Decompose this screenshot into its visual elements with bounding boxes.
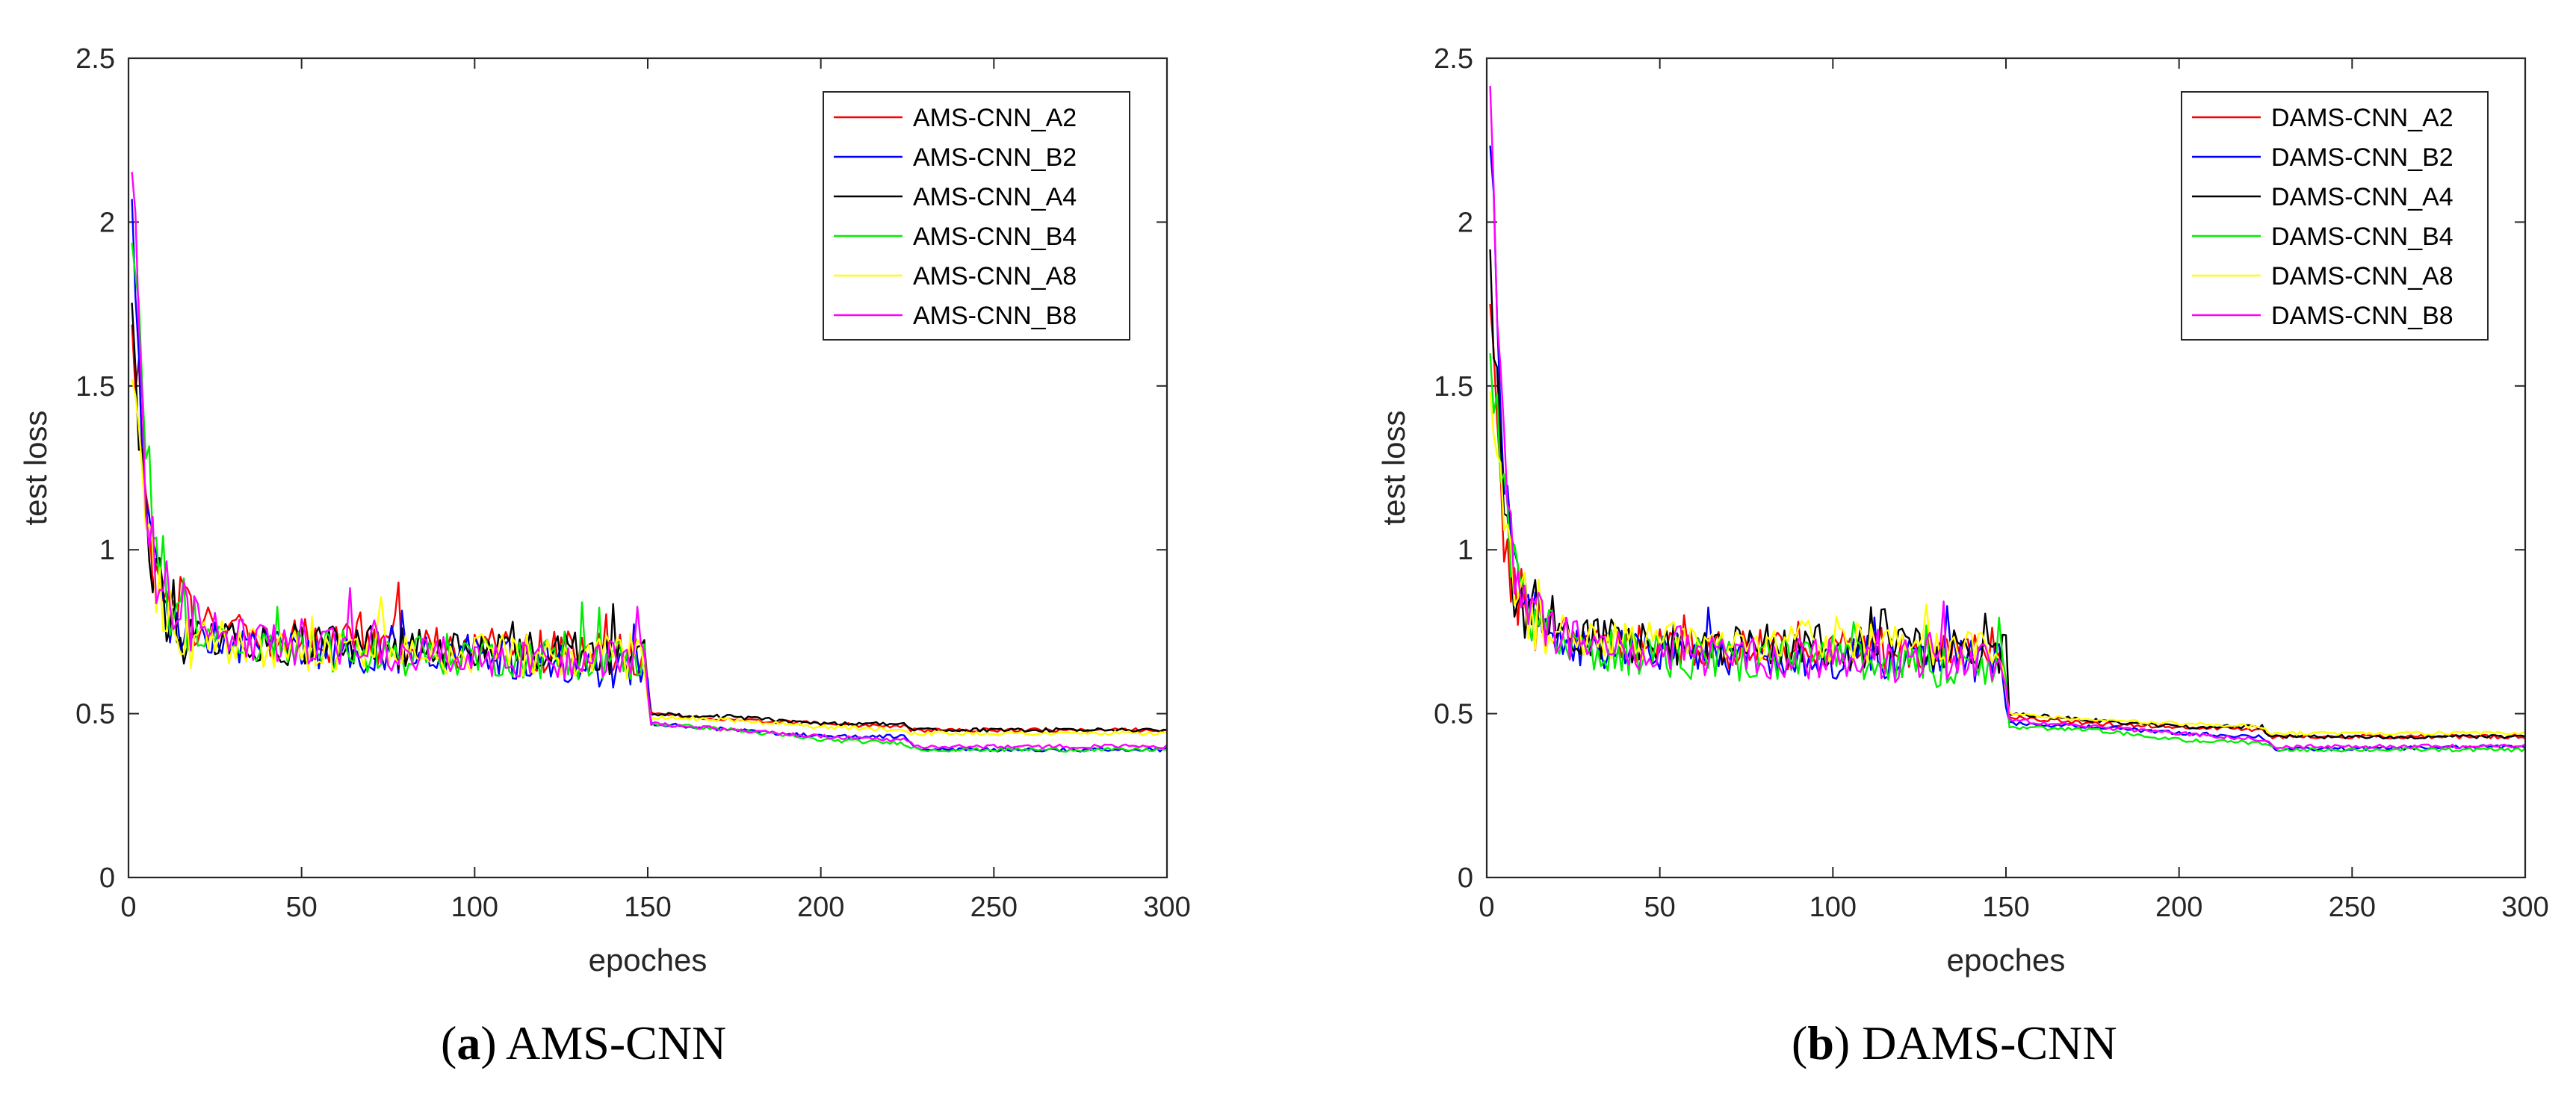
legend: AMS-CNN_A2 AMS-CNN_B2 AMS-CNN_A4 AMS-CNN_B4… — [823, 91, 1130, 341]
y-tick-label: 2 — [1458, 207, 1473, 238]
legend-entry: AMS-CNN_B4 — [913, 223, 1077, 251]
y-axis-label: test loss — [1376, 410, 1411, 525]
x-tick-label: 300 — [2501, 892, 2548, 923]
legend-entry: AMS-CNN_A8 — [913, 262, 1077, 291]
x-tick-label: 100 — [451, 892, 498, 923]
y-tick-label: 1 — [1458, 535, 1473, 566]
y-tick-label: 1.5 — [75, 371, 115, 403]
y-tick-label: 1 — [99, 535, 115, 566]
series-group — [131, 172, 1167, 753]
series-group — [1489, 85, 2525, 753]
y-tick-label: 0 — [99, 863, 115, 894]
x-axis-label: epoches — [589, 942, 708, 978]
legend-entry: AMS-CNN_A4 — [913, 183, 1077, 211]
y-tick-label: 0.5 — [1434, 699, 1473, 730]
y-tick-label: 0.5 — [75, 699, 115, 730]
legend-entry: DAMS-CNN_B8 — [2271, 302, 2453, 330]
legend-entry: DAMS-CNN_B4 — [2271, 223, 2453, 251]
axes-box — [1485, 57, 2527, 879]
legend-entry: AMS-CNN_B8 — [913, 302, 1077, 330]
legend-entry: AMS-CNN_A2 — [913, 104, 1077, 132]
x-tick-label: 0 — [120, 892, 136, 923]
legend-entry: AMS-CNN_B2 — [913, 143, 1077, 172]
x-tick-label: 200 — [797, 892, 844, 923]
legend-entry: DAMS-CNN_A4 — [2271, 183, 2453, 211]
x-tick-label: 0 — [1479, 892, 1494, 923]
axes-box — [127, 57, 1168, 879]
chart-panel-b: 0 50 100 150 200 250 300 0 0.5 1 1.5 2 2.5 epoches tes… — [1376, 43, 2549, 978]
y-tick-label: 2.5 — [75, 43, 115, 75]
caption-a: (a) AMS-CNN — [441, 1016, 727, 1069]
y-tick-label: 1.5 — [1434, 371, 1473, 403]
series-line-ams-cnn-b8 — [131, 172, 1167, 750]
x-tick-label: 200 — [2155, 892, 2202, 923]
legend-box — [2181, 91, 2489, 341]
x-tick-label: 50 — [286, 892, 318, 923]
x-tick-label: 50 — [1644, 892, 1676, 923]
x-tick-label: 150 — [1982, 892, 2029, 923]
x-tick-label: 150 — [624, 892, 671, 923]
legend-entry: DAMS-CNN_A2 — [2271, 104, 2453, 132]
chart-panel-a: 0 50 100 150 200 250 300 0 0.5 1 1.5 2 2.5 epoches tes… — [18, 43, 1191, 978]
x-axis-label: epoches — [1947, 942, 2066, 978]
x-tick-label: 250 — [970, 892, 1018, 923]
x-tick-label: 250 — [2329, 892, 2376, 923]
caption-b-text: DAMS-CNN — [1862, 1016, 2117, 1069]
x-tick-label: 100 — [1809, 892, 1857, 923]
caption-b: (b) DAMS-CNN — [1792, 1016, 2117, 1069]
y-tick-label: 2.5 — [1434, 43, 1473, 75]
y-tick-label: 0 — [1458, 863, 1473, 894]
legend-entry: DAMS-CNN_A8 — [2271, 262, 2453, 291]
legend: DAMS-CNN_A2 DAMS-CNN_B2 DAMS-CNN_A4 DAMS-CN… — [2181, 91, 2489, 341]
caption-b-letter: b — [1807, 1016, 1834, 1069]
caption-a-text: AMS-CNN — [506, 1016, 727, 1069]
series-line-dams-cnn-b8 — [1489, 85, 2525, 750]
legend-box — [823, 91, 1130, 341]
caption-a-letter: a — [456, 1016, 481, 1069]
y-axis-label: test loss — [18, 410, 53, 525]
y-tick-label: 2 — [99, 207, 115, 238]
x-tick-label: 300 — [1143, 892, 1190, 923]
legend-entry: DAMS-CNN_B2 — [2271, 143, 2453, 172]
